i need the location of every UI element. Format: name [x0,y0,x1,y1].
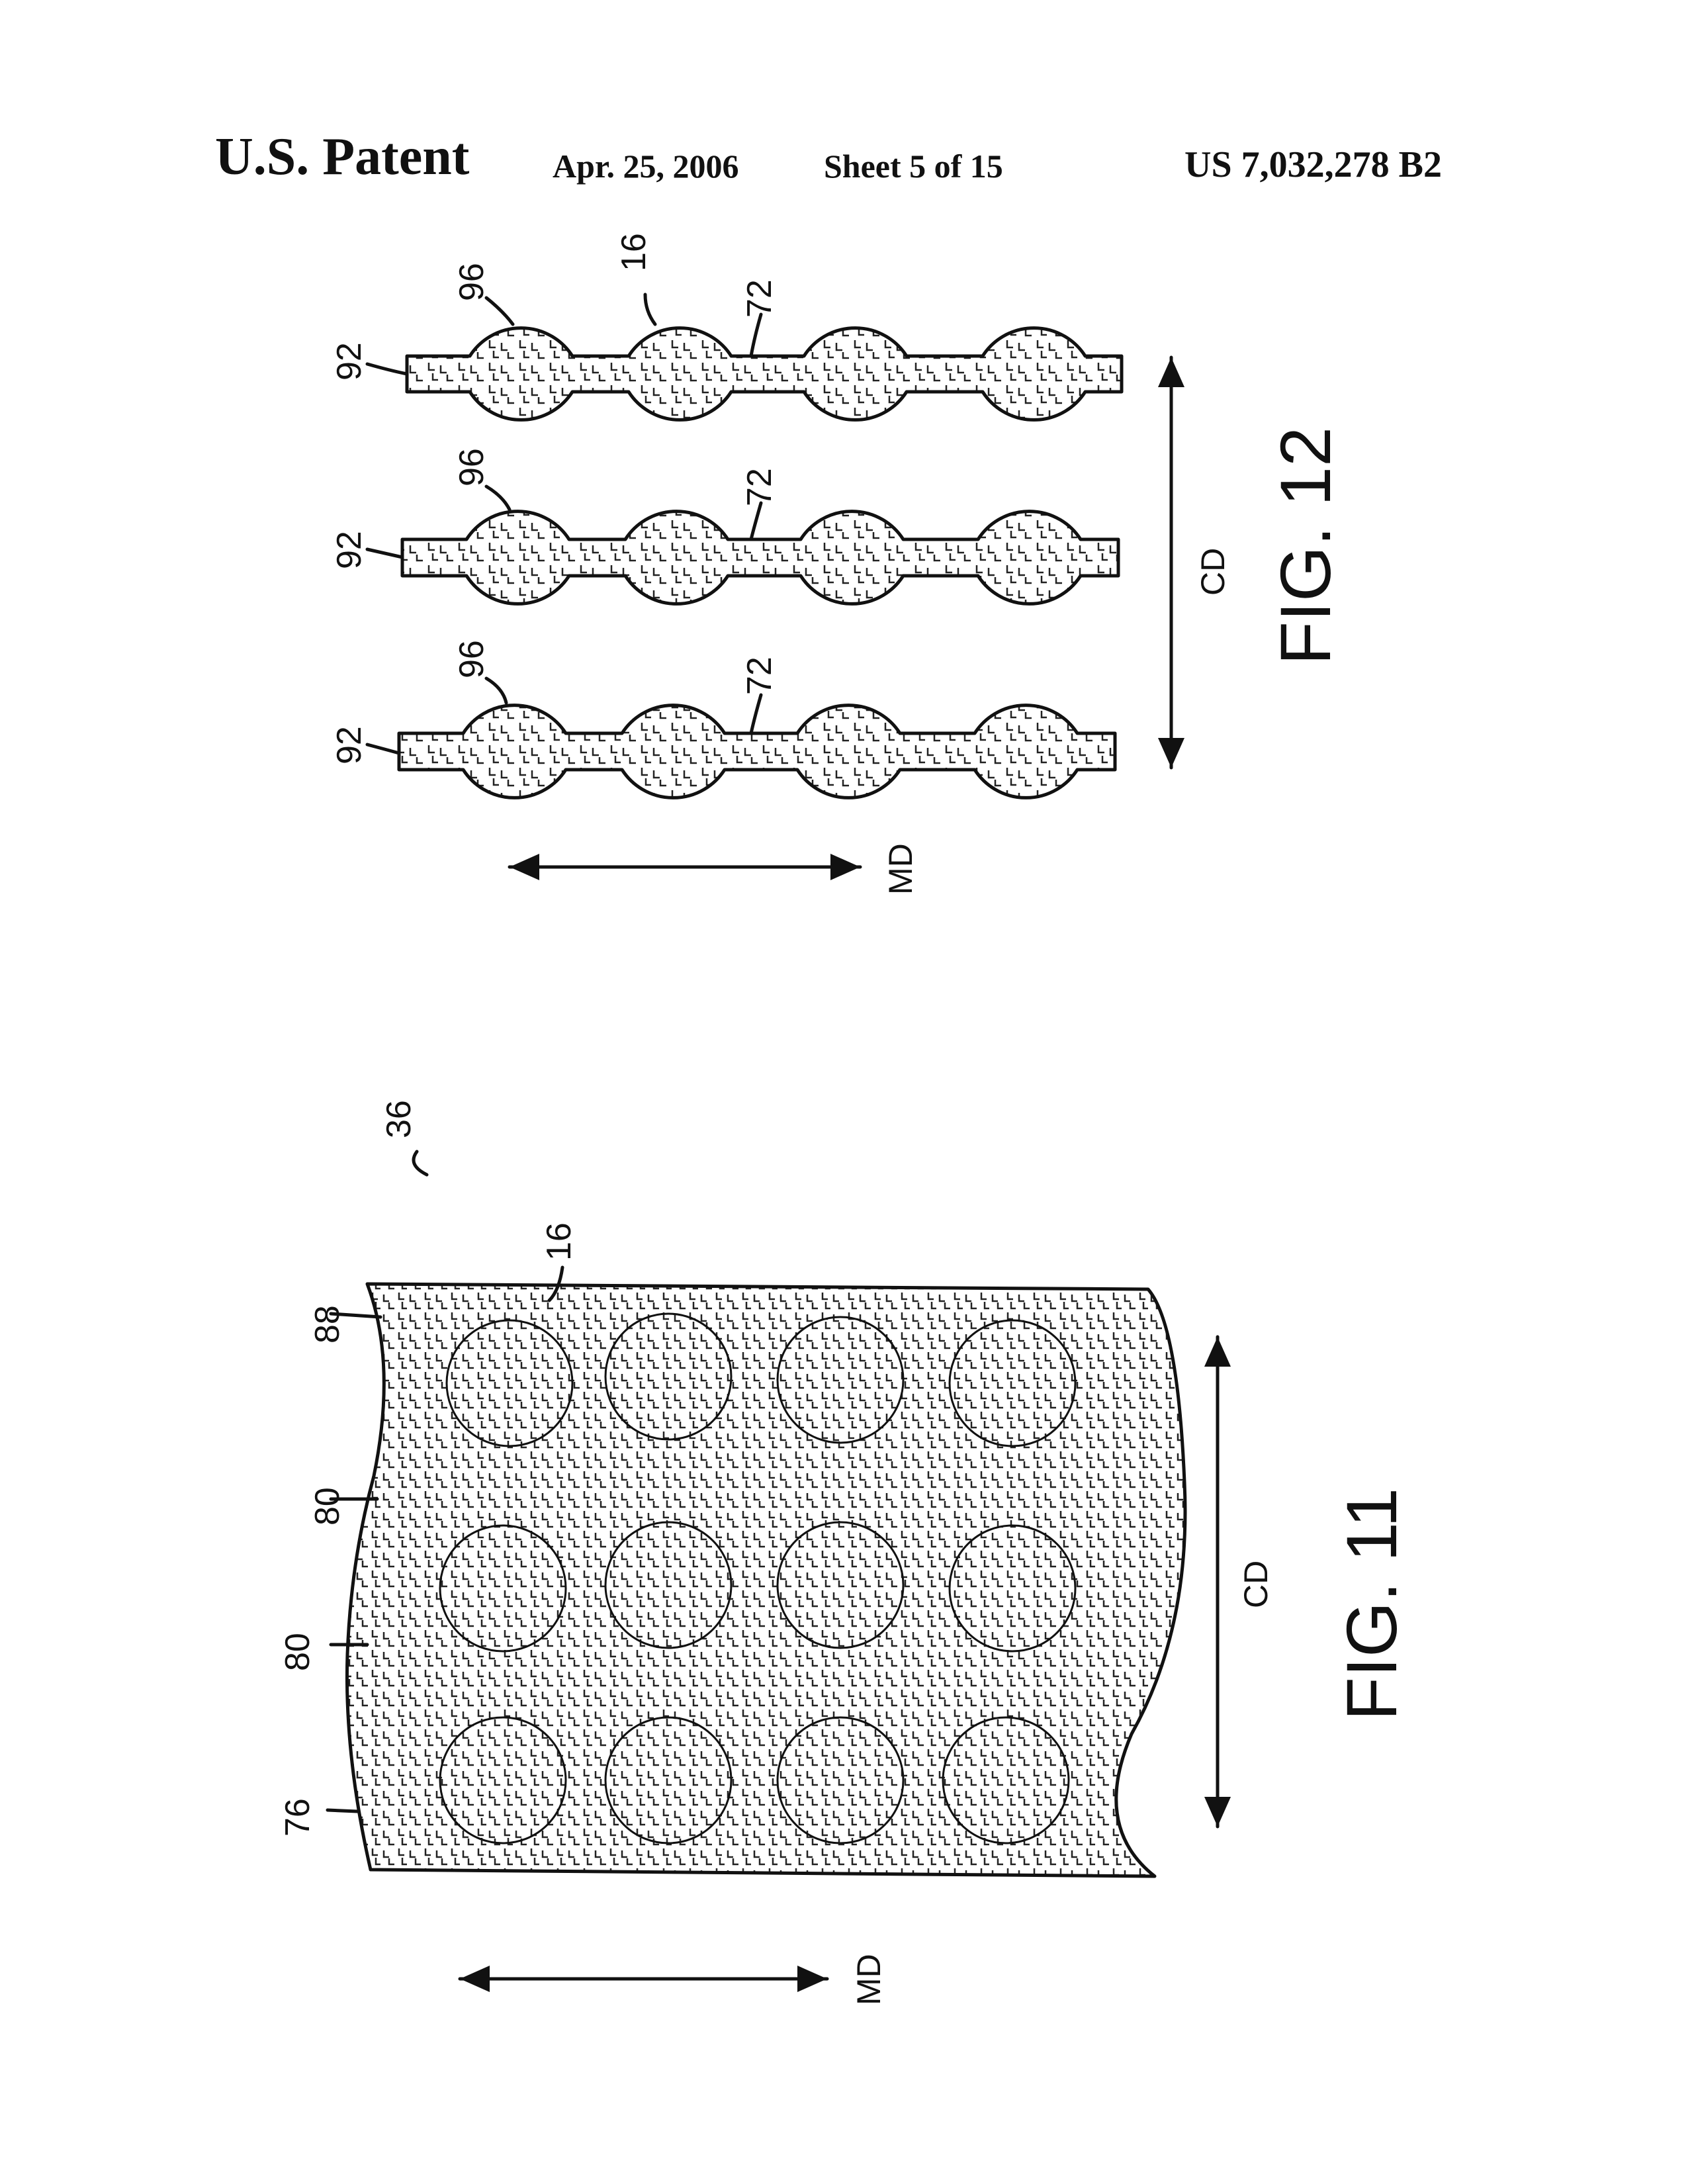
ref-88: 88 [308,1305,347,1343]
ref-36: 36 [380,1100,418,1138]
fig12-md-label: MD [882,843,919,895]
leader-96-3 [486,678,506,703]
leader-76 [328,1810,357,1811]
fig11-cd-label: CD [1237,1561,1274,1608]
ref-16-fig11: 16 [540,1222,578,1261]
fig12-strip-2 [402,512,1118,604]
fig11-md-label: MD [850,1954,887,2005]
fig12-cd-label: CD [1194,548,1231,596]
fig12-caption: FIG. 12 [1265,427,1345,665]
ref-80-2: 80 [279,1633,317,1671]
fig11-caption: FIG. 11 [1331,1488,1411,1721]
leader-72-3 [751,695,761,733]
ref-96-2: 96 [453,448,491,486]
leader-92-3 [367,745,399,753]
ref-92-2: 92 [330,531,369,569]
fig12-strip-3 [399,705,1115,798]
ref-96-3: 96 [453,640,491,678]
leader-36 [414,1152,427,1175]
leader-92-1 [367,364,407,374]
ref-72-2: 72 [740,468,779,506]
fig12-diagram: 92 96 16 72 92 96 72 92 96 72 MD CD FIG.… [330,233,1345,895]
leader-16 [645,295,655,324]
ref-72-1: 72 [740,279,779,318]
ref-96-1: 96 [453,263,491,301]
leader-72-1 [751,314,761,356]
leader-96-1 [486,298,513,324]
fig11-diagram: 36 16 88 80 80 76 CD MD FIG. 11 [279,1100,1411,2005]
ref-72-3: 72 [740,657,779,695]
leader-72-2 [751,503,761,539]
ref-80-1: 80 [308,1487,347,1525]
ref-76: 76 [279,1798,317,1837]
ref-16: 16 [615,233,653,271]
fig12-strip-1 [407,328,1122,420]
leader-92-2 [367,549,402,557]
ref-92-3: 92 [330,726,369,764]
fig11-sheet [347,1284,1185,1876]
ref-92-1: 92 [330,342,369,381]
leader-96-2 [486,486,510,510]
